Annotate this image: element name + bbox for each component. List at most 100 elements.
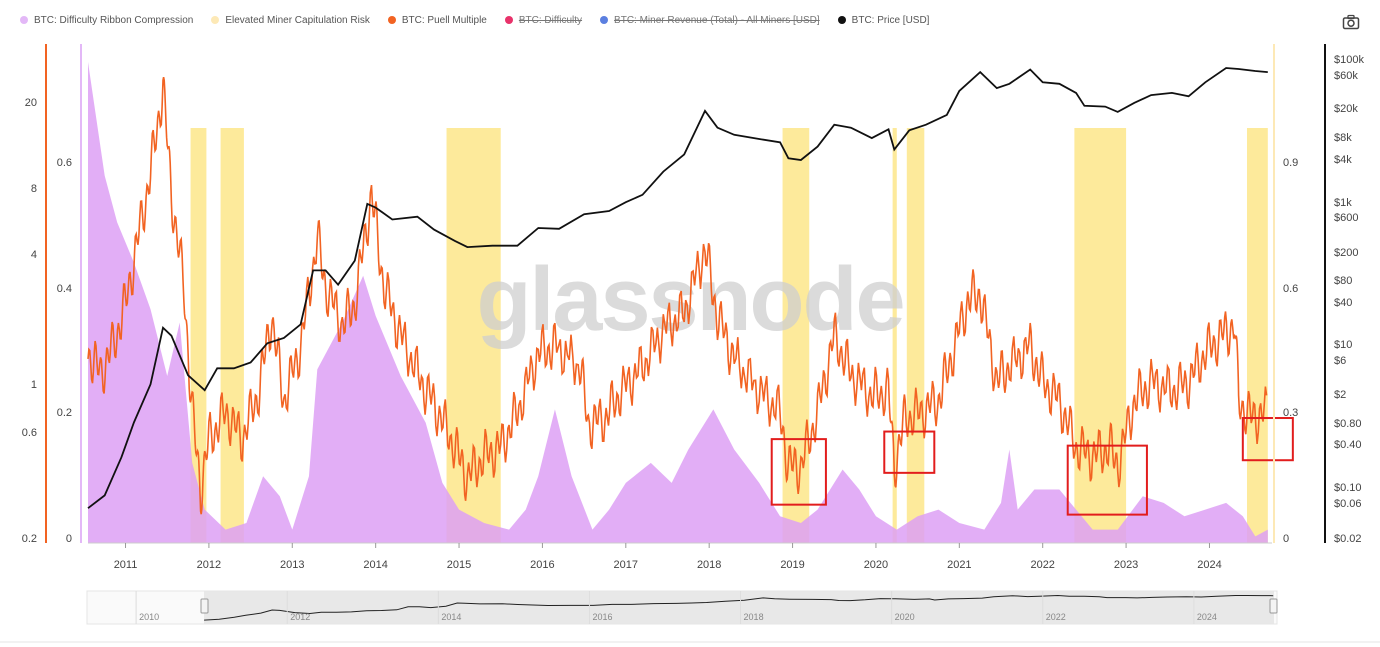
legend-item[interactable]: BTC: Difficulty Ribbon Compression bbox=[20, 15, 193, 26]
puell-line bbox=[87, 76, 1268, 515]
legend: BTC: Difficulty Ribbon Compression Elevat… bbox=[20, 12, 947, 28]
price-tick-label: $100k bbox=[1334, 54, 1364, 66]
price-tick-label: $20k bbox=[1334, 103, 1358, 115]
ribbon-right-tick-label: 0.3 bbox=[1283, 407, 1298, 419]
capitulation-band bbox=[1246, 128, 1268, 543]
x-tick-label: 2017 bbox=[614, 559, 638, 571]
x-tick-label: 2016 bbox=[530, 559, 554, 571]
annotation-box bbox=[1241, 417, 1294, 462]
annotation-box bbox=[770, 438, 827, 506]
ribbon-right-tick-label: 0 bbox=[1283, 533, 1289, 545]
price-tick-label: $80 bbox=[1334, 275, 1352, 287]
legend-dot-icon bbox=[211, 16, 220, 24]
x-tick-label: 2011 bbox=[114, 559, 138, 571]
price-line-path bbox=[87, 67, 1268, 509]
legend-label: BTC: Miner Revenue (Total) - All Miners … bbox=[614, 14, 820, 26]
x-tick-label: 2019 bbox=[780, 559, 804, 571]
legend-item[interactable]: BTC: Difficulty bbox=[504, 14, 583, 26]
price-tick-label: $200 bbox=[1334, 247, 1358, 259]
ribbon-tick-label: 0.6 bbox=[57, 157, 72, 169]
price-tick-label: $0.10 bbox=[1334, 482, 1362, 494]
puell-tick-label: 8 bbox=[31, 183, 37, 195]
puell-tick-label: 20 bbox=[25, 97, 37, 109]
price-tick-label: $1k bbox=[1334, 197, 1352, 209]
legend-dot-icon bbox=[837, 16, 846, 24]
x-tick-label: 2013 bbox=[280, 559, 304, 571]
price-line bbox=[87, 67, 1268, 509]
watermark: glassnode bbox=[476, 250, 905, 350]
price-tick-label: $60k bbox=[1334, 70, 1358, 82]
navigator: 2010 2012 2014 2016 2018 2020 2022 2024 bbox=[0, 590, 1380, 643]
capitulation-band bbox=[446, 128, 501, 543]
legend-dot-icon bbox=[504, 16, 513, 24]
capitulation-bands bbox=[190, 128, 1268, 543]
ribbon-tick-label: 0 bbox=[66, 533, 72, 545]
annotation-box bbox=[883, 430, 936, 474]
legend-dot-icon bbox=[600, 16, 609, 24]
price-tick-label: $0.80 bbox=[1334, 418, 1362, 430]
x-tick-label: 2012 bbox=[197, 559, 221, 571]
price-tick-label: $10 bbox=[1334, 339, 1352, 351]
axes: 20 8 4 1 0.6 0.2 0.6 0.4 0.2 0 0.9 0.6 0.3 0 $100k $60k… bbox=[22, 44, 1364, 571]
navigator-tick-label: 2016 bbox=[592, 612, 612, 622]
annotation-boxes bbox=[770, 417, 1294, 516]
ribbon-area-path bbox=[88, 62, 1268, 543]
x-tick-label: 2021 bbox=[947, 559, 971, 571]
puell-tick-label: 4 bbox=[31, 249, 37, 261]
legend-label: Elevated Miner Capitulation Risk bbox=[225, 14, 370, 26]
ribbon-right-tick-label: 0.6 bbox=[1283, 283, 1298, 295]
capitulation-band bbox=[1074, 128, 1127, 543]
legend-item[interactable]: BTC: Miner Revenue (Total) - All Miners … bbox=[600, 15, 820, 26]
navigator-bg bbox=[86, 590, 1278, 625]
legend-label: BTC: Puell Multiple bbox=[401, 14, 487, 26]
navigator-tick-label: 2010 bbox=[139, 612, 159, 622]
price-tick-label: $0.40 bbox=[1334, 439, 1362, 451]
capitulation-band bbox=[190, 128, 207, 543]
capitulation-band bbox=[892, 128, 897, 543]
price-tick-label: $0.02 bbox=[1334, 533, 1362, 545]
navigator-tick-label: 2012 bbox=[290, 612, 310, 622]
navigator-tick-label: 2020 bbox=[895, 612, 915, 622]
navigator-tick-label: 2022 bbox=[1046, 612, 1066, 622]
puell-tick-label: 0.2 bbox=[22, 533, 37, 545]
x-tick-label: 2015 bbox=[447, 559, 471, 571]
price-tick-label: $600 bbox=[1334, 212, 1358, 224]
ribbon-tick-label: 0.4 bbox=[57, 283, 72, 295]
navigator-handle-left bbox=[200, 598, 209, 614]
puell-tick-label: 0.6 bbox=[22, 427, 37, 439]
ribbon-tick-label: 0.2 bbox=[57, 407, 72, 419]
capitulation-band bbox=[906, 128, 925, 543]
x-tick-label: 2022 bbox=[1030, 559, 1054, 571]
price-tick-label: $0.06 bbox=[1334, 498, 1362, 510]
legend-dot-icon bbox=[387, 16, 396, 24]
legend-dot-icon bbox=[20, 16, 28, 24]
puell-line-path bbox=[87, 76, 1268, 515]
legend-label: BTC: Difficulty Ribbon Compression bbox=[34, 14, 194, 26]
capitulation-band bbox=[220, 128, 244, 543]
watermark-text: glassnode bbox=[476, 250, 903, 350]
navigator-selection bbox=[204, 591, 1274, 624]
camera-icon[interactable] bbox=[1342, 14, 1360, 30]
navigator-handle-right bbox=[1269, 598, 1278, 614]
navigator-line bbox=[204, 594, 1274, 621]
ribbon-right-tick-label: 0.9 bbox=[1283, 157, 1298, 169]
ribbon-area bbox=[88, 62, 1268, 543]
price-tick-label: $8k bbox=[1334, 132, 1352, 144]
price-tick-label: $40 bbox=[1334, 297, 1352, 309]
legend-item[interactable]: Elevated Miner Capitulation Risk bbox=[211, 15, 370, 26]
legend-label: BTC: Price [USD] bbox=[851, 14, 930, 26]
price-tick-label: $4k bbox=[1334, 154, 1352, 166]
legend-label: BTC: Difficulty bbox=[518, 14, 583, 26]
legend-item[interactable]: BTC: Price [USD] bbox=[837, 14, 930, 26]
price-tick-label: $6 bbox=[1334, 355, 1346, 367]
capitulation-band bbox=[782, 128, 810, 543]
price-tick-label: $2 bbox=[1334, 389, 1346, 401]
x-tick-label: 2024 bbox=[1197, 559, 1221, 571]
x-tick-label: 2020 bbox=[864, 559, 888, 571]
x-tick-label: 2014 bbox=[363, 559, 387, 571]
navigator-tick-label: 2024 bbox=[1197, 612, 1217, 622]
annotation-box bbox=[1066, 444, 1148, 516]
navigator-tick-label: 2018 bbox=[744, 612, 764, 622]
legend-item[interactable]: BTC: Puell Multiple bbox=[387, 14, 487, 26]
